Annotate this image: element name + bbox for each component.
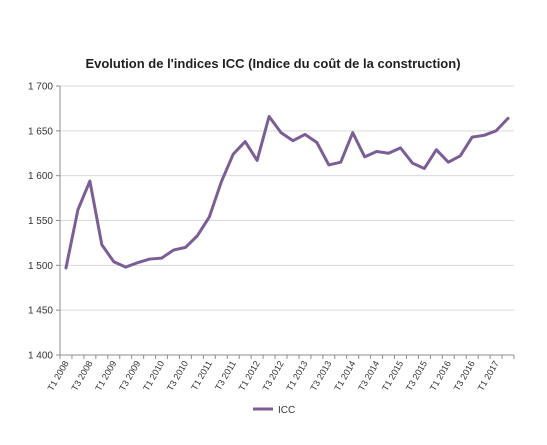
chart-title: Evolution de l'indices ICC (Indice du co… [85,56,460,71]
x-tick-label: T3 2015 [404,359,429,393]
y-tick-label: 1 650 [28,126,53,137]
x-tick-label: T3 2011 [213,359,238,392]
y-tick-label: 1 400 [28,351,53,362]
y-tick-label: 1 550 [28,216,53,227]
y-tick-label: 1 600 [28,171,53,182]
gridlines [60,85,514,311]
x-tick-label: T3 2012 [261,359,286,393]
x-tick-label: T1 2015 [380,359,405,393]
x-tick-label: T1 2008 [46,359,71,393]
x-tick-label: T1 2014 [332,359,357,393]
x-tick-label: T1 2010 [141,359,166,393]
y-tick-label: 1 700 [28,82,53,93]
legend: ICC [253,405,295,416]
y-tick-label: 1 500 [28,261,53,272]
legend-label-icc: ICC [278,405,295,416]
y-tick-label: 1 450 [28,306,53,317]
series-area [64,114,510,270]
x-tick-label: T3 2014 [356,359,381,393]
y-axis: 1 400 1 450 1 500 1 550 1 600 1 650 1 700 [28,82,61,362]
x-tick-label: T3 2009 [117,359,142,393]
x-tick-label: T1 2009 [93,359,118,393]
x-tick-label: T1 2013 [284,359,309,393]
x-tick-label: T3 2008 [69,359,94,393]
series-line-icc [64,114,510,270]
x-tick-label: T1 2017 [476,359,501,393]
x-tick-label: T1 2016 [428,359,453,393]
x-tick-label: T3 2010 [165,359,190,393]
x-tick-label: T3 2013 [308,359,333,393]
x-tick-label: T1 2011 [189,359,214,392]
x-tick-label: T3 2016 [452,359,477,393]
x-tick-label: T1 2012 [237,359,262,393]
